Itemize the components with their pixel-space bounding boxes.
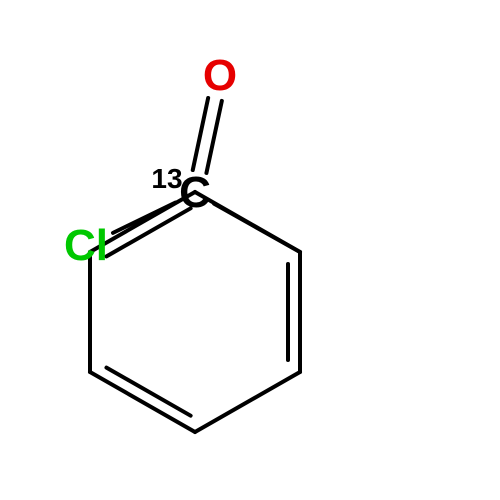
carbon-atom-label: C — [179, 168, 211, 218]
oxygen-atom-label: O — [203, 51, 237, 101]
isotope-label: 13 — [151, 163, 182, 195]
chlorine-atom-label: Cl — [64, 221, 108, 271]
